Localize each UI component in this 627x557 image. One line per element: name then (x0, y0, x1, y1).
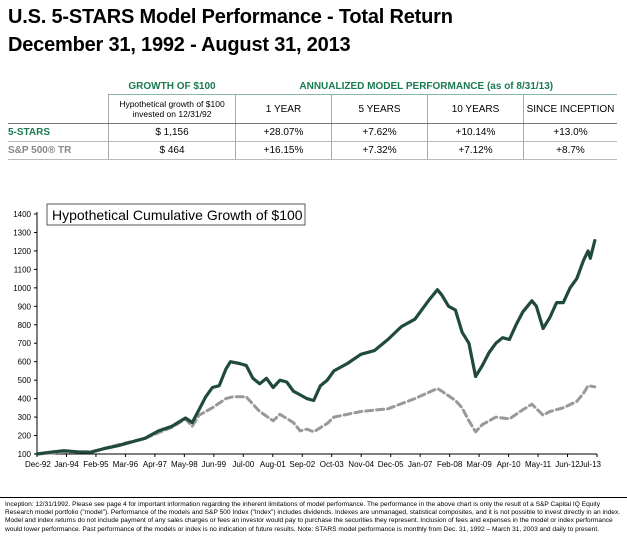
y-tick-label: 1100 (14, 265, 32, 274)
y-tick-label: 1000 (13, 284, 31, 293)
chart-title-box (46, 203, 306, 226)
table-row: 5-STARS $ 1,156 +28.07% +7.62% +10.14% +… (8, 123, 617, 142)
x-tick-label: Feb-08 (437, 460, 463, 469)
x-tick-label: Aug-01 (260, 460, 286, 469)
growth-value: $ 464 (108, 141, 236, 160)
row-label: S&P 500® TR (8, 141, 109, 160)
table-cell: +7.12% (427, 141, 524, 160)
footnote: Inception: 12/31/1992. Please see page 4… (0, 497, 627, 557)
growth-chart: 100 200 300 400 500 600 700 800 900 1000 1100 1200 1… (13, 203, 602, 469)
y-tick-label: 800 (18, 321, 32, 330)
performance-table: GROWTH OF $100 ANNUALIZED MODEL PERFORMA… (8, 78, 617, 160)
table-header-row: GROWTH OF $100 ANNUALIZED MODEL PERFORMA… (8, 78, 617, 95)
x-tick-label: Dec-92 (25, 460, 51, 469)
x-tick-label: Apr-97 (143, 460, 168, 469)
y-tick-label: 1300 (13, 228, 31, 237)
growth-header: GROWTH OF $100 (108, 78, 236, 95)
y-tick-label: 100 (18, 450, 32, 459)
x-tick-label: Sep-02 (289, 460, 315, 469)
table-cell: +7.32% (331, 141, 428, 160)
x-tick-label: Feb-95 (83, 460, 109, 469)
chart-area: 100 200 300 400 500 600 700 800 900 1000 1100 1200 1… (0, 195, 627, 495)
annualized-header: ANNUALIZED MODEL PERFORMANCE (as of 8/31… (235, 78, 617, 95)
growth-value: $ 1,156 (108, 123, 236, 142)
y-tick-label: 500 (18, 376, 32, 385)
y-tick-label: 400 (18, 395, 32, 404)
y-axis: 100 200 300 400 500 600 700 800 900 1000 1100 1200 1… (13, 210, 38, 459)
y-tick-label: 900 (18, 302, 32, 311)
x-tick-label: Jun-99 (202, 460, 227, 469)
table-subheader-row: Hypothetical growth of $100 invested on … (8, 94, 617, 124)
table-cell: +13.0% (523, 123, 617, 142)
table-cell: +16.15% (235, 141, 332, 160)
row-label: 5-STARS (8, 123, 109, 142)
x-tick-label: May-98 (171, 460, 198, 469)
x-tick-label: Dec-05 (378, 460, 404, 469)
x-tick-label: May-11 (525, 460, 552, 469)
table-cell: +10.14% (427, 123, 524, 142)
x-tick-label: Mar-96 (113, 460, 139, 469)
series-layer (35, 238, 597, 456)
x-tick-label: Oct-03 (320, 460, 345, 469)
x-tick-label: Jan-94 (54, 460, 79, 469)
column-header: 5 YEARS (331, 94, 428, 124)
x-tick-label: Jul-13 (579, 460, 601, 469)
x-tick-label: Jun-12 (555, 460, 580, 469)
table-cell: +7.62% (331, 123, 428, 142)
table-cell: +28.07% (235, 123, 332, 142)
x-tick-label: Nov-04 (348, 460, 374, 469)
y-tick-label: 1400 (13, 210, 31, 219)
x-tick-label: Jan-07 (408, 460, 433, 469)
chart-title: Hypothetical Cumulative Growth of $100 (52, 207, 303, 223)
x-tick-label: Jul-00 (232, 460, 254, 469)
y-tick-label: 300 (18, 413, 32, 422)
x-tick-label: Apr-10 (497, 460, 522, 469)
x-tick-label: Mar-09 (466, 460, 492, 469)
x-axis: Dec-92 Jan-94 Feb-95 Mar-96 Apr-97 May-98 Jun-… (25, 453, 602, 469)
y-tick-label: 1200 (13, 247, 31, 256)
column-header: 10 YEARS (427, 94, 524, 124)
page-title: U.S. 5-STARS Model Performance - Total R… (8, 6, 453, 28)
y-tick-label: 600 (18, 358, 32, 367)
growth-subheader: Hypothetical growth of $100 invested on … (108, 94, 236, 124)
page-subtitle: December 31, 1992 - August 31, 2013 (8, 34, 351, 56)
table-row: S&P 500® TR $ 464 +16.15% +7.32% +7.12% … (8, 141, 617, 160)
five-stars-series-line (35, 238, 597, 456)
sp500-series-line (35, 384, 597, 456)
column-header: SINCE INCEPTION (523, 94, 617, 124)
y-tick-label: 700 (18, 339, 32, 348)
table-cell: +8.7% (523, 141, 617, 160)
column-header: 1 YEAR (235, 94, 332, 124)
y-tick-label: 200 (18, 432, 32, 441)
